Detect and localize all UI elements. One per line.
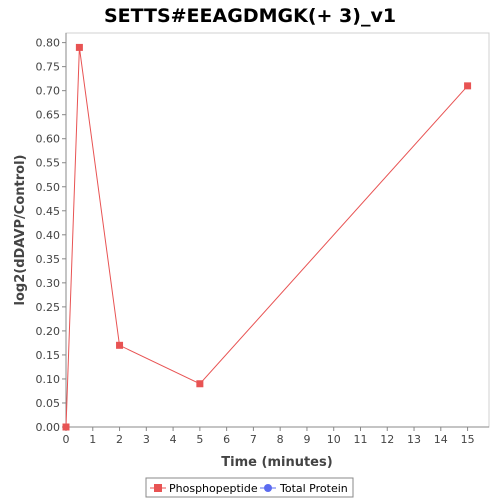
y-tick-label-15: 0.75 xyxy=(36,61,61,74)
y-tick-label-8: 0.40 xyxy=(36,229,61,242)
plot-area xyxy=(65,32,490,428)
legend-phosphopeptide-marker xyxy=(154,484,162,492)
x-tick-label-13: 13 xyxy=(407,433,421,446)
y-tick-label-7: 0.35 xyxy=(36,253,61,266)
x-tick-label-4: 4 xyxy=(170,433,177,446)
y-tick-label-11: 0.55 xyxy=(36,157,61,170)
y-tick-label-1: 0.05 xyxy=(36,397,61,410)
legend-total-protein-marker xyxy=(264,484,272,492)
legend-total-protein-label: Total Protein xyxy=(279,482,348,495)
y-tick-label-12: 0.60 xyxy=(36,133,61,146)
y-tick-label-14: 0.70 xyxy=(36,85,61,98)
x-tick-label-2: 2 xyxy=(116,433,123,446)
x-tick-label-8: 8 xyxy=(277,433,284,446)
y-tick-label-0: 0.00 xyxy=(36,421,61,434)
x-tick-label-11: 11 xyxy=(353,433,367,446)
y-tick-label-9: 0.45 xyxy=(36,205,61,218)
y-tick-label-10: 0.50 xyxy=(36,181,61,194)
y-tick-label-3: 0.15 xyxy=(36,349,61,362)
x-tick-label-1: 1 xyxy=(89,433,96,446)
y-tick-label-5: 0.25 xyxy=(36,301,61,314)
data-point-0-0 xyxy=(62,423,70,431)
y-tick-label-6: 0.30 xyxy=(36,277,61,290)
y-axis-title: log2(dDAVP/Control) xyxy=(13,155,28,306)
x-tick-label-0: 0 xyxy=(63,433,70,446)
legend-phosphopeptide-label: Phosphopeptide xyxy=(169,482,258,495)
x-axis-title: Time (minutes) xyxy=(221,455,332,470)
data-point-0-4 xyxy=(464,82,472,90)
chart-title: SETTS#EEAGDMGK(+ 3)_v1 xyxy=(104,5,396,27)
x-axis-ticks: 0 1 2 3 4 5 6 7 8 9 10 11 12 13 14 15 xyxy=(63,427,475,446)
data-point-0-3 xyxy=(196,380,204,388)
y-tick-label-13: 0.65 xyxy=(36,109,61,122)
x-tick-label-5: 5 xyxy=(196,433,203,446)
x-tick-label-10: 10 xyxy=(327,433,341,446)
y-tick-label-2: 0.10 xyxy=(36,373,61,386)
x-tick-label-6: 6 xyxy=(223,433,230,446)
y-axis-ticks: 0.00 0.05 0.10 0.15 0.20 0.25 0.30 0.35 0.40 0.45… xyxy=(36,37,66,434)
data-point-0-1 xyxy=(75,43,83,51)
x-tick-label-9: 9 xyxy=(303,433,310,446)
x-tick-label-3: 3 xyxy=(143,433,150,446)
x-tick-label-15: 15 xyxy=(461,433,475,446)
series-layer xyxy=(62,43,472,431)
y-tick-label-4: 0.20 xyxy=(36,325,61,338)
x-tick-label-14: 14 xyxy=(434,433,448,446)
y-tick-label-16: 0.80 xyxy=(36,37,61,50)
x-tick-label-7: 7 xyxy=(250,433,257,446)
legend: Phosphopeptide Total Protein xyxy=(145,477,354,498)
data-point-0-2 xyxy=(116,341,124,349)
x-tick-label-12: 12 xyxy=(380,433,394,446)
legend-box xyxy=(145,477,354,498)
